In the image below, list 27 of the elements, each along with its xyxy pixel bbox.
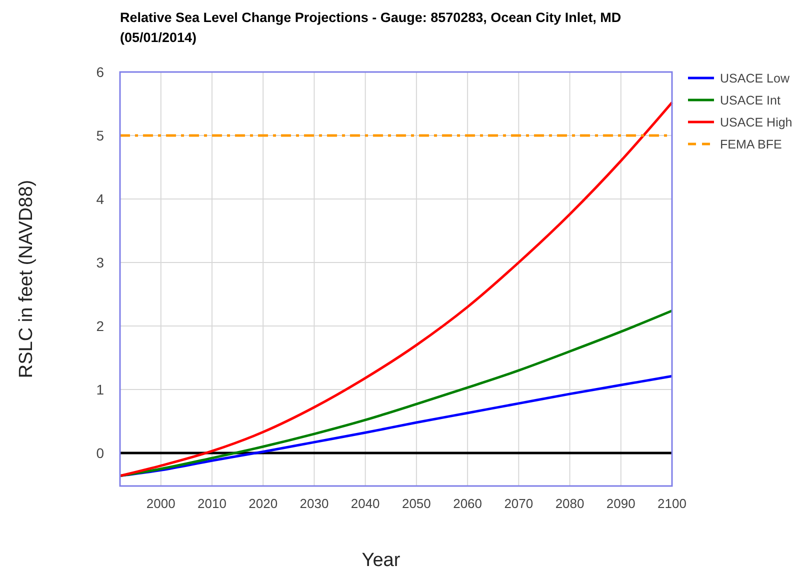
x-tick-label: 2100 xyxy=(658,496,686,511)
x-axis-title: Year xyxy=(362,550,401,571)
x-tick-label: 2080 xyxy=(555,496,584,511)
x-tick-label: 2020 xyxy=(248,496,278,511)
y-tick-label: 4 xyxy=(96,190,104,207)
y-tick-label: 0 xyxy=(96,444,104,461)
y-tick-label: 3 xyxy=(96,254,104,270)
x-tick-label: 2070 xyxy=(504,496,534,511)
y-tick-label: 6 xyxy=(96,64,104,80)
x-tick-label: 2030 xyxy=(300,496,329,511)
x-tick-label: 2010 xyxy=(198,496,226,511)
y-tick-label: 2 xyxy=(96,318,104,334)
legend-label: FEMA BFE xyxy=(720,138,782,152)
line-series xyxy=(118,101,674,478)
x-tick-label: 2060 xyxy=(453,496,482,511)
x-tick-label: 2090 xyxy=(606,496,636,511)
y-tick-label: 1 xyxy=(96,381,104,398)
legend-label: USACE Int xyxy=(720,94,781,108)
x-tick-label: 2000 xyxy=(146,496,176,511)
x-tick-label: 2040 xyxy=(350,496,380,511)
legend-label: USACE Low xyxy=(720,72,790,86)
chart-title: Relative Sea Level Change Projections - Gauge: 8570283, Ocean City Inlet, MD (05/01/2014) xyxy=(120,10,622,45)
line-series xyxy=(118,310,674,478)
y-tick-label: 5 xyxy=(96,127,104,144)
x-tick-label: 2050 xyxy=(402,496,431,511)
legend-label: USACE High xyxy=(720,116,792,130)
y-axis-title: RSLC in feet (NAVD88) xyxy=(16,180,37,378)
